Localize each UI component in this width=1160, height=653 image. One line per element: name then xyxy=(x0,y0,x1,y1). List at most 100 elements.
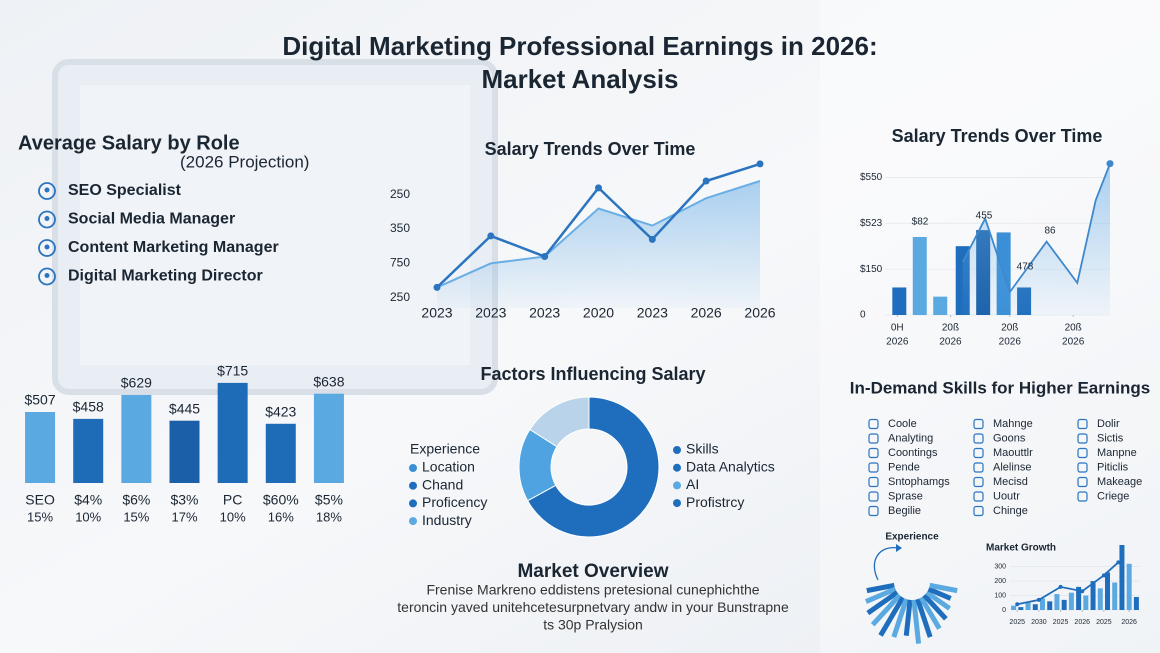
role-icon xyxy=(38,239,56,257)
annotation: 86 xyxy=(1044,226,1056,237)
x-tick-label: 2025 xyxy=(1053,619,1069,626)
page-title: Market Analysis xyxy=(481,64,678,94)
overview-text: Frenise Markreno eddistens pretesional c… xyxy=(426,582,759,598)
point xyxy=(756,160,764,168)
panel-subtitle: (2026 Projection) xyxy=(180,152,309,171)
legend-swatch xyxy=(409,481,417,490)
bar xyxy=(1047,601,1053,610)
skill-label: Alelinse xyxy=(993,461,1032,473)
role-icon-dot xyxy=(44,244,50,250)
point xyxy=(433,283,441,291)
bar xyxy=(121,394,152,483)
point xyxy=(1036,597,1041,602)
chart-title: Salary Trends Over Time xyxy=(485,139,696,159)
bar xyxy=(1097,588,1103,610)
point xyxy=(1116,560,1121,565)
y-tick-label: 0 xyxy=(860,310,866,321)
bar xyxy=(1090,581,1096,610)
role-icon-dot xyxy=(44,187,50,193)
point xyxy=(1106,160,1114,168)
skill-icon xyxy=(1077,491,1088,502)
legend-label: Chand xyxy=(422,476,463,492)
arrow xyxy=(873,547,899,581)
skill-icon xyxy=(1077,476,1088,488)
bar xyxy=(933,296,948,315)
value-label: $423 xyxy=(265,403,296,419)
x-tick-label: SEO xyxy=(25,492,55,508)
skill-label: Coole xyxy=(888,418,917,430)
role-icon xyxy=(38,182,56,200)
x-tick-label: 2025 xyxy=(1009,619,1025,626)
role-icon-dot xyxy=(44,273,50,278)
legend-swatch xyxy=(673,446,681,454)
y-tick-label: $523 xyxy=(860,218,883,229)
point xyxy=(1015,602,1020,607)
point xyxy=(541,253,549,261)
y-tick-label: 250 xyxy=(390,290,410,304)
pie-slice xyxy=(529,396,590,448)
x-tick-year: 2026 xyxy=(1062,337,1085,348)
chart-title: Experience xyxy=(885,532,939,543)
y-tick-label: 100 xyxy=(994,592,1006,599)
legend-label: Industry xyxy=(422,512,472,528)
point xyxy=(1080,589,1085,594)
y-tick-label: $550 xyxy=(860,172,883,183)
y-tick-label: 200 xyxy=(994,578,1006,585)
role-label: SEO Specialist xyxy=(68,182,182,199)
point xyxy=(1101,573,1106,578)
value-label: $629 xyxy=(121,375,152,391)
bar xyxy=(1011,605,1017,610)
x-tick-label: 2023 xyxy=(637,305,668,321)
skill-icon xyxy=(973,433,984,444)
role-label: Content Marketing Manager xyxy=(68,239,279,256)
y-tick-label: 0 xyxy=(1002,607,1006,614)
skill-label: Sntophamgs xyxy=(888,476,950,488)
skill-label: Criege xyxy=(1097,490,1129,502)
legend-label: Proficency xyxy=(422,494,487,510)
area xyxy=(962,163,1110,315)
legend-swatch xyxy=(409,464,417,472)
bar xyxy=(265,423,296,483)
radial-bar xyxy=(925,590,952,611)
skill-label: Maouttlr xyxy=(993,447,1033,459)
pie-slice xyxy=(526,396,660,538)
x-tick-label: PC xyxy=(223,492,242,508)
skill-icon xyxy=(1077,418,1088,430)
radial-bar xyxy=(903,599,913,636)
x-tick-label: 0H xyxy=(891,323,904,334)
point xyxy=(1058,584,1063,589)
skill-icon xyxy=(1077,462,1088,473)
skill-icon xyxy=(868,418,879,430)
skill-label: Analyting xyxy=(888,432,933,444)
skill-icon xyxy=(973,447,984,459)
radial-bar xyxy=(864,586,897,604)
legend-label: AI xyxy=(686,476,699,492)
role-icon-dot xyxy=(44,216,50,221)
skill-label: Begilie xyxy=(888,505,921,517)
panel-title: In-Demand Skills for Higher Earnings xyxy=(850,378,1150,397)
legend-title: Experience xyxy=(410,441,480,457)
radial-bar xyxy=(918,596,942,630)
radial-bar xyxy=(866,590,899,616)
x-tick-label: $5% xyxy=(315,492,343,508)
x-tick-sublabel: 16% xyxy=(268,509,294,524)
skill-icon xyxy=(973,505,984,517)
point xyxy=(702,177,710,185)
skill-icon xyxy=(868,491,879,502)
x-tick-label: 2020 xyxy=(583,305,614,321)
x-tick-label: 2026 xyxy=(1074,619,1090,626)
value-label: $715 xyxy=(217,363,248,379)
legend-label: Data Analytics xyxy=(686,458,775,474)
legend-label: Location xyxy=(422,459,475,475)
x-tick-label: 2030 xyxy=(1031,619,1047,626)
role-icon xyxy=(38,267,56,286)
bar xyxy=(892,287,907,315)
bar xyxy=(73,418,104,483)
skill-icon xyxy=(973,418,984,430)
x-tick-label: $4% xyxy=(74,492,102,508)
skill-label: Coontings xyxy=(888,447,938,459)
skill-label: Goons xyxy=(993,432,1026,444)
bar xyxy=(1076,586,1082,610)
y-tick-label: 250 xyxy=(390,187,410,201)
monitor-screen xyxy=(80,85,470,365)
